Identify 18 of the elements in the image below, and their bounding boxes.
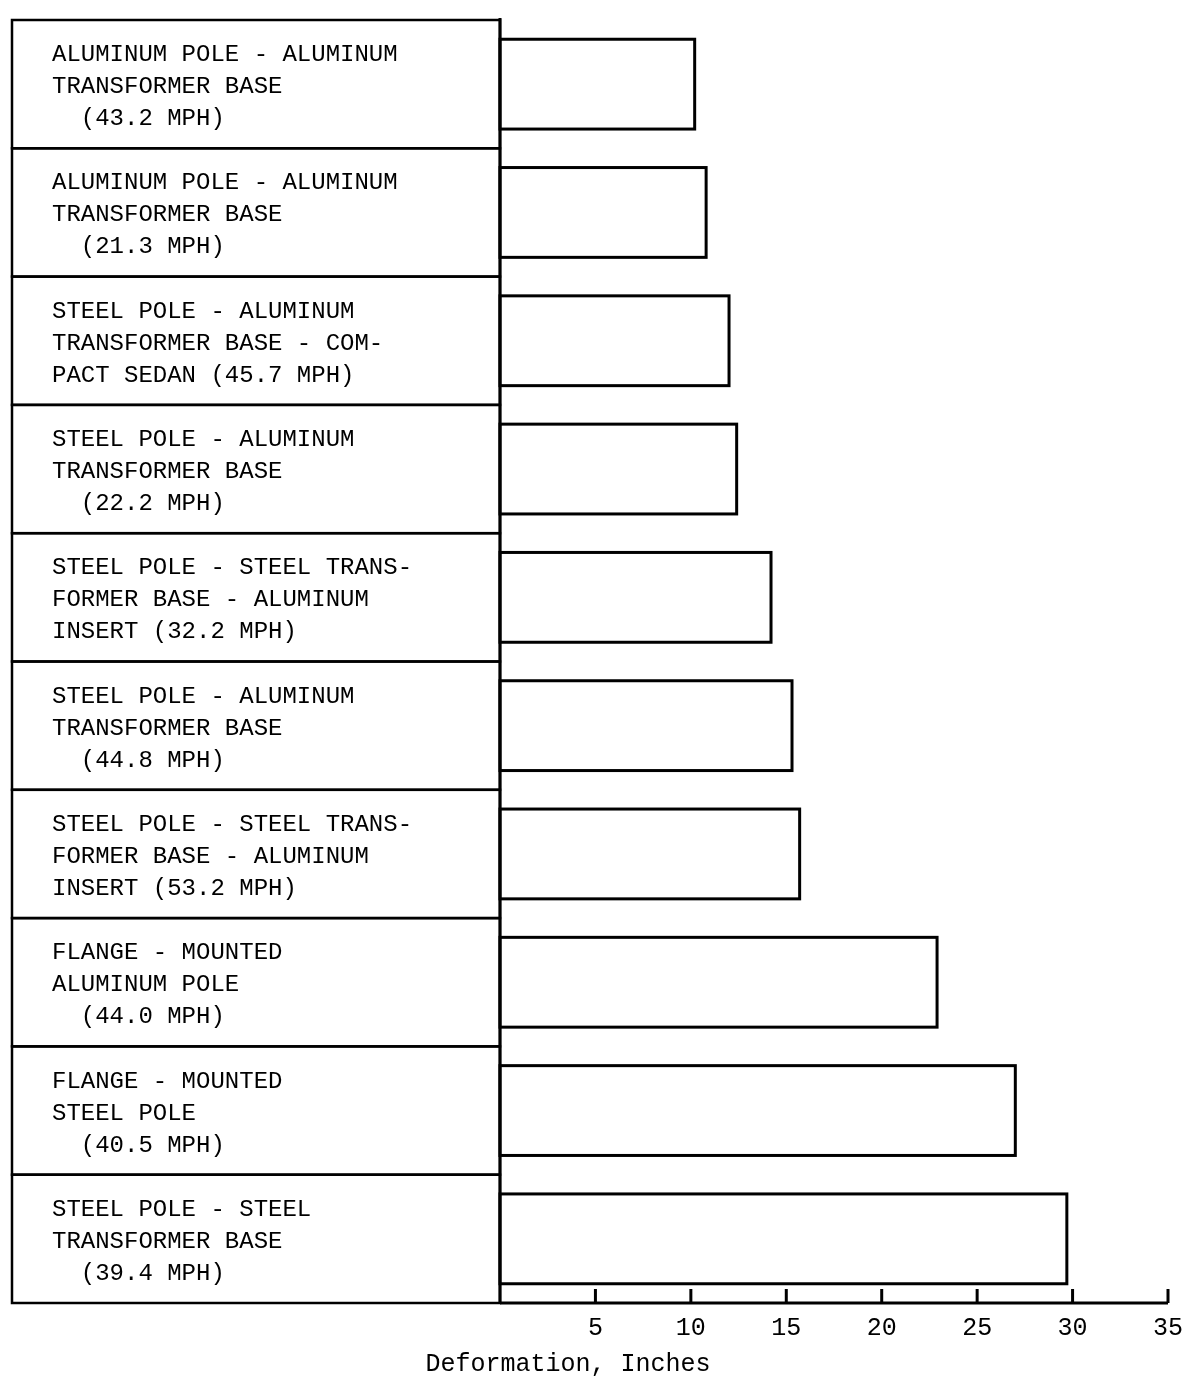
x-tick-label: 30 xyxy=(1057,1314,1088,1343)
y-tick-label: STEEL POLE - ALUMINUM TRANSFORMER BASE - COM- PACT SEDAN (45.7 MPH) xyxy=(52,297,384,389)
y-tick-label: FLANGE - MOUNTED STEEL POLE (40.5 MPH) xyxy=(52,1067,283,1159)
x-tick-label: 10 xyxy=(675,1314,706,1343)
y-tick-label: FLANGE - MOUNTED ALUMINUM POLE (44.0 MPH) xyxy=(52,939,283,1031)
y-tick-label: ALUMINUM POLE - ALUMINUM TRANSFORMER BASE (21.3 MPH) xyxy=(52,169,398,261)
x-tick-label: 15 xyxy=(771,1314,802,1343)
x-tick-label: 5 xyxy=(587,1314,603,1343)
x-axis-title: Deformation, Inches xyxy=(425,1350,711,1378)
y-tick-label: STEEL POLE - STEEL TRANS- FORMER BASE - ALUMINUM INSERT (32.2 MPH) xyxy=(52,554,413,646)
x-tick-label: 35 xyxy=(1152,1314,1184,1343)
y-tick-label: STEEL POLE - STEEL TRANSFORMER BASE (39.4 MPH) xyxy=(52,1195,312,1287)
x-tick-label: 25 xyxy=(962,1314,993,1343)
y-tick-label: ALUMINUM POLE - ALUMINUM TRANSFORMER BASE (43.2 MPH) xyxy=(52,41,398,133)
x-tick-label: 20 xyxy=(866,1314,897,1343)
y-tick-label: STEEL POLE - STEEL TRANS- FORMER BASE - ALUMINUM INSERT (53.2 MPH) xyxy=(52,810,413,902)
y-tick-label: STEEL POLE - ALUMINUM TRANSFORMER BASE (44.8 MPH) xyxy=(52,682,355,774)
y-tick-label: STEEL POLE - ALUMINUM TRANSFORMER BASE (22.2 MPH) xyxy=(52,426,355,518)
